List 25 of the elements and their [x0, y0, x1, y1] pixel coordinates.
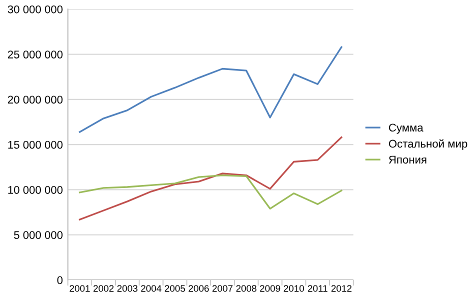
y-tick-label: 30 000 000 — [8, 5, 63, 14]
legend-label: Япония — [388, 156, 426, 164]
y-tick-label: 25 000 000 — [8, 50, 63, 58]
line-series — [78, 174, 342, 210]
x-tick-label: 2007 — [212, 285, 233, 292]
x-tick-label: 2005 — [164, 285, 186, 292]
y-tick-label: 0 — [57, 276, 63, 284]
y-tick-label: 15 000 000 — [8, 140, 63, 149]
y-tick-label: 20 000 000 — [8, 96, 63, 104]
line-series — [78, 136, 342, 220]
line-series — [78, 46, 342, 133]
x-tick-label: 2006 — [188, 285, 209, 292]
x-tick-label: 2001 — [70, 285, 90, 292]
x-tick-label: 2008 — [236, 285, 256, 292]
x-tick-label: 2009 — [260, 285, 280, 292]
y-tick-label: 10 000 000 — [8, 186, 63, 194]
x-tick-label: 2011 — [308, 285, 328, 292]
y-tick-label: 5 000 000 — [14, 231, 63, 239]
x-tick-label: 2010 — [284, 285, 304, 292]
legend-label: Сумма — [388, 124, 424, 134]
x-tick-label: 2004 — [141, 285, 162, 292]
x-tick-label: 2002 — [94, 285, 114, 292]
legend-label: Остальной мир — [388, 139, 468, 150]
x-tick-label: 2012 — [331, 285, 352, 292]
x-tick-label: 2003 — [117, 285, 138, 292]
